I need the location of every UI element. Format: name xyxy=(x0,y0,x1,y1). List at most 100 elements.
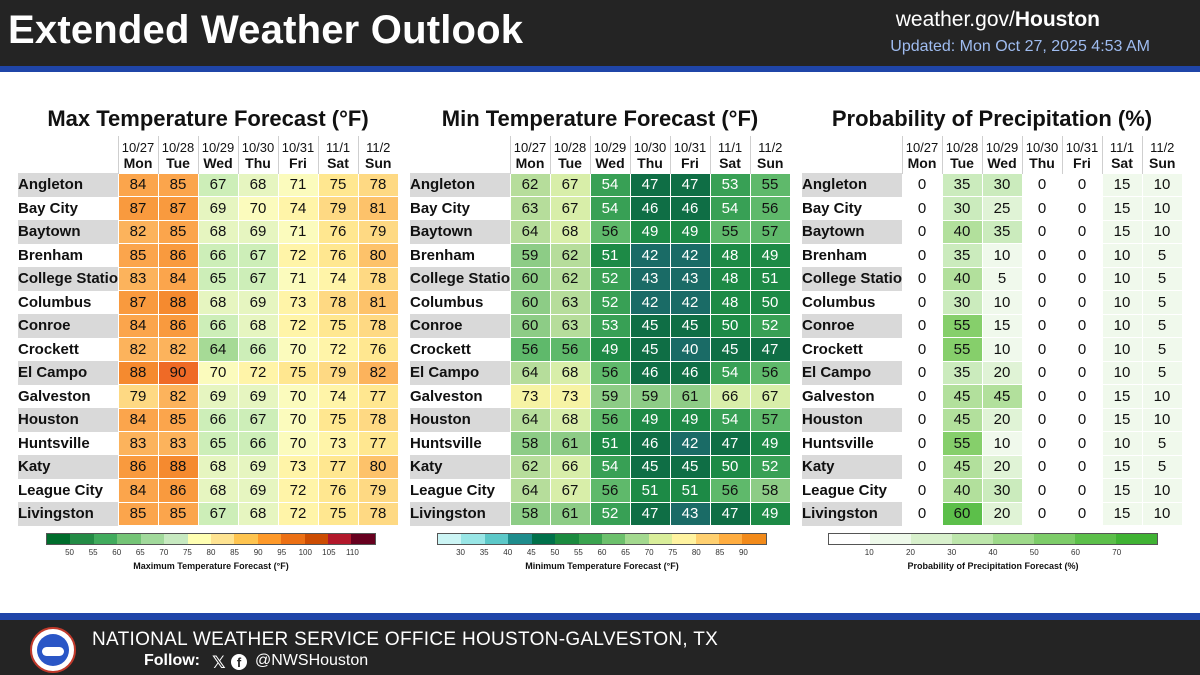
forecast-cell: 68 xyxy=(549,407,591,432)
city-name: Houston xyxy=(410,408,510,432)
city-name: College Station xyxy=(410,267,510,291)
forecast-cell: 87 xyxy=(117,196,159,221)
forecast-cell: 42 xyxy=(669,290,711,315)
forecast-cell: 77 xyxy=(357,384,399,409)
pop-legend-label: Probability of Precipitation Forecast (%… xyxy=(907,561,1079,571)
forecast-cell: 10 xyxy=(1141,219,1183,244)
table-row: Livingston 58 61 52 47 43 47 49 xyxy=(410,501,791,526)
city-name: Brenham xyxy=(18,246,84,264)
legend-swatch xyxy=(625,534,649,544)
facebook-icon[interactable]: f xyxy=(231,654,247,670)
forecast-cell: 79 xyxy=(317,196,359,221)
legend-swatch xyxy=(555,534,579,544)
site-link[interactable]: weather.gov/Houston xyxy=(896,8,1100,32)
forecast-cell: 74 xyxy=(317,266,359,291)
forecast-cell: 0 xyxy=(1061,360,1103,385)
legend-tick: 85 xyxy=(715,548,725,557)
forecast-cell: 59 xyxy=(589,384,631,409)
forecast-cell: 69 xyxy=(237,454,279,479)
forecast-cell: 0 xyxy=(1061,219,1103,244)
forecast-cell: 10 xyxy=(981,431,1023,456)
table-row: Huntsville 58 61 51 46 42 47 49 xyxy=(410,431,791,456)
table-row: Livingston 0 60 20 0 0 15 10 xyxy=(802,501,1183,526)
forecast-cell: 86 xyxy=(117,454,159,479)
legend-tick: 110 xyxy=(346,548,359,557)
legend-swatch xyxy=(531,534,556,544)
forecast-cell: 0 xyxy=(901,431,943,456)
table-row: League City 64 67 56 51 51 56 58 xyxy=(410,478,791,503)
forecast-cell: 73 xyxy=(277,454,319,479)
forecast-cell: 73 xyxy=(549,384,591,409)
pop-table: 10/27 10/28 10/29 10/30 10/31 11/1 11/2 Mon Tue W… xyxy=(802,136,1183,526)
forecast-cell: 52 xyxy=(589,266,631,291)
forecast-cell: 15 xyxy=(1101,478,1143,503)
office-name: NATIONAL WEATHER SERVICE OFFICE HOUSTON-… xyxy=(92,629,719,650)
table-row: El Campo 0 35 20 0 0 10 5 xyxy=(802,360,1183,385)
forecast-cell: 68 xyxy=(237,313,279,338)
forecast-cell: 69 xyxy=(237,384,279,409)
forecast-cell: 70 xyxy=(277,384,319,409)
forecast-cell: 48 xyxy=(709,290,751,315)
forecast-cell: 10 xyxy=(1101,243,1143,268)
table-row: Angleton 62 67 54 47 47 53 55 xyxy=(410,172,791,197)
corner-cell xyxy=(18,136,118,155)
forecast-cell: 85 xyxy=(157,501,199,526)
forecast-cell: 10 xyxy=(981,243,1023,268)
forecast-cell: 0 xyxy=(1061,407,1103,432)
day-header: Thu xyxy=(237,155,278,173)
legend-tick: 70 xyxy=(644,548,654,557)
forecast-cell: 68 xyxy=(237,172,279,197)
forecast-cell: 66 xyxy=(197,313,239,338)
social-handle[interactable]: @NWSHouston xyxy=(255,652,369,669)
forecast-cell: 45 xyxy=(669,313,711,338)
forecast-cell: 46 xyxy=(629,360,671,385)
forecast-cell: 82 xyxy=(157,337,199,362)
forecast-cell: 5 xyxy=(1141,243,1183,268)
forecast-cell: 15 xyxy=(1101,501,1143,526)
forecast-cell: 57 xyxy=(749,219,791,244)
date-header: 11/2 xyxy=(1141,136,1182,155)
table-row: Bay City 63 67 54 46 46 54 56 xyxy=(410,196,791,221)
table-row: Columbus 60 63 52 42 42 48 50 xyxy=(410,290,791,315)
x-social-icon[interactable]: 𝕏 xyxy=(212,653,226,672)
forecast-cell: 62 xyxy=(549,266,591,291)
forecast-cell: 10 xyxy=(1101,337,1143,362)
city-name: College Station xyxy=(18,267,118,291)
day-header: Mon xyxy=(117,155,158,173)
date-header: 10/30 xyxy=(629,136,670,155)
follow-label: Follow: xyxy=(144,652,200,669)
forecast-cell: 56 xyxy=(749,360,791,385)
city-name: Huntsville xyxy=(18,434,90,452)
forecast-cell: 67 xyxy=(549,478,591,503)
day-header: Tue xyxy=(157,155,198,173)
forecast-cell: 77 xyxy=(357,431,399,456)
forecast-cell: 0 xyxy=(901,290,943,315)
forecast-cell: 75 xyxy=(277,360,319,385)
day-header: Fri xyxy=(669,155,710,173)
city-name: Crockett xyxy=(802,340,863,358)
forecast-cell: 10 xyxy=(1141,407,1183,432)
legend-tick: 65 xyxy=(135,548,145,557)
city-name: Columbus xyxy=(18,293,92,311)
forecast-cell: 75 xyxy=(317,172,359,197)
date-header: 10/28 xyxy=(941,136,982,155)
legend-swatch xyxy=(281,534,305,544)
forecast-cell: 0 xyxy=(1061,243,1103,268)
forecast-cell: 66 xyxy=(549,454,591,479)
forecast-cell: 10 xyxy=(1101,313,1143,338)
forecast-cell: 84 xyxy=(117,478,159,503)
city-name: Galveston xyxy=(802,387,875,405)
forecast-cell: 40 xyxy=(941,219,983,244)
forecast-cell: 5 xyxy=(1141,360,1183,385)
forecast-cell: 74 xyxy=(277,196,319,221)
date-header: 10/28 xyxy=(157,136,198,155)
corner-cell xyxy=(410,155,510,173)
forecast-cell: 86 xyxy=(157,243,199,268)
forecast-cell: 0 xyxy=(1061,478,1103,503)
legend-swatch xyxy=(1075,534,1116,544)
table-row: Crockett 0 55 10 0 0 10 5 xyxy=(802,337,1183,362)
city-name: College Station xyxy=(802,267,902,291)
table-row: Houston 0 45 20 0 0 15 10 xyxy=(802,407,1183,432)
forecast-cell: 64 xyxy=(509,478,551,503)
forecast-cell: 66 xyxy=(237,431,279,456)
